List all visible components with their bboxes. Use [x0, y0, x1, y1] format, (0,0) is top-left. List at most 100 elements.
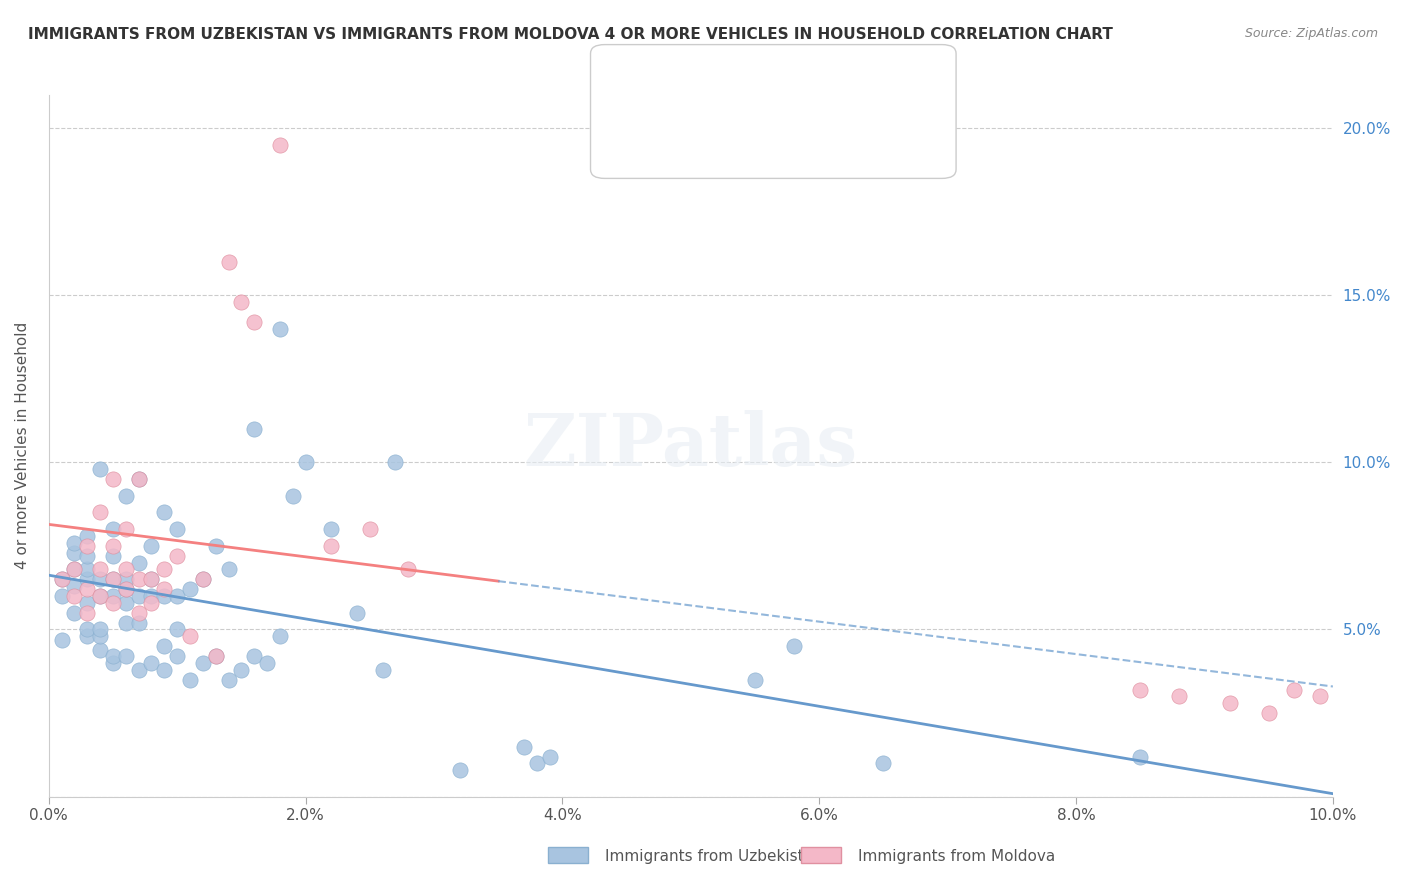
Point [1284, 682, 1306, 697]
Point [128, 472, 150, 486]
Point [89, 462, 111, 476]
Point [89, 589, 111, 603]
Point [153, 562, 176, 576]
Point [101, 572, 124, 586]
Point [76, 606, 98, 620]
Point [243, 649, 266, 664]
Point [179, 629, 201, 643]
Point [89, 506, 111, 520]
Point [114, 522, 136, 536]
Point [141, 572, 163, 586]
Point [153, 506, 176, 520]
Point [128, 606, 150, 620]
Point [218, 254, 240, 268]
Point [153, 589, 176, 603]
Point [449, 763, 471, 777]
Point [89, 562, 111, 576]
Point [513, 739, 536, 754]
Point [101, 549, 124, 563]
Legend: R = -0.148   N = 78, R = -0.124   N = 40: R = -0.148 N = 78, R = -0.124 N = 40 [631, 68, 853, 131]
Y-axis label: 4 or more Vehicles in Household: 4 or more Vehicles in Household [15, 322, 30, 569]
Point [204, 649, 226, 664]
Point [218, 562, 240, 576]
Point [166, 649, 188, 664]
Point [243, 422, 266, 436]
Point [179, 673, 201, 687]
Text: Immigrants from Uzbekistan: Immigrants from Uzbekistan [605, 849, 823, 863]
Point [269, 321, 291, 335]
Point [101, 539, 124, 553]
Point [128, 615, 150, 630]
Point [114, 582, 136, 597]
Point [76, 539, 98, 553]
Point [782, 639, 804, 653]
Point [153, 582, 176, 597]
Point [281, 489, 304, 503]
Point [294, 455, 316, 469]
Point [76, 562, 98, 576]
Point [1219, 696, 1241, 710]
Point [89, 629, 111, 643]
Point [76, 629, 98, 643]
Point [114, 572, 136, 586]
Point [101, 589, 124, 603]
Point [128, 663, 150, 677]
Point [76, 549, 98, 563]
Point [63, 562, 86, 576]
Point [141, 656, 163, 670]
Point [384, 455, 406, 469]
Point [89, 589, 111, 603]
Point [191, 572, 214, 586]
Point [346, 606, 368, 620]
Point [76, 572, 98, 586]
Point [101, 472, 124, 486]
Point [128, 556, 150, 570]
Point [218, 673, 240, 687]
Point [63, 579, 86, 593]
Point [114, 582, 136, 597]
Point [321, 522, 343, 536]
Point [166, 589, 188, 603]
Point [243, 315, 266, 329]
Point [141, 589, 163, 603]
Point [179, 582, 201, 597]
Text: Source: ZipAtlas.com: Source: ZipAtlas.com [1244, 27, 1378, 40]
Point [359, 522, 381, 536]
Point [153, 639, 176, 653]
Point [128, 572, 150, 586]
Point [51, 572, 73, 586]
Point [76, 582, 98, 597]
Point [114, 489, 136, 503]
Point [269, 629, 291, 643]
Point [63, 606, 86, 620]
Point [1167, 690, 1189, 704]
Point [76, 529, 98, 543]
Point [204, 649, 226, 664]
Point [114, 562, 136, 576]
Point [231, 663, 253, 677]
Point [51, 632, 73, 647]
Point [76, 623, 98, 637]
Point [101, 596, 124, 610]
Point [744, 673, 766, 687]
Point [76, 596, 98, 610]
Text: ZIPatlas: ZIPatlas [524, 410, 858, 481]
Point [128, 472, 150, 486]
Point [256, 656, 278, 670]
Point [191, 572, 214, 586]
Point [166, 522, 188, 536]
Point [63, 589, 86, 603]
Point [321, 539, 343, 553]
Point [128, 589, 150, 603]
Point [526, 756, 548, 771]
Point [114, 649, 136, 664]
Point [1129, 682, 1152, 697]
Point [63, 535, 86, 549]
Point [114, 596, 136, 610]
Point [269, 137, 291, 152]
Point [101, 572, 124, 586]
Point [101, 649, 124, 664]
Point [89, 642, 111, 657]
Point [51, 589, 73, 603]
Text: IMMIGRANTS FROM UZBEKISTAN VS IMMIGRANTS FROM MOLDOVA 4 OR MORE VEHICLES IN HOUS: IMMIGRANTS FROM UZBEKISTAN VS IMMIGRANTS… [28, 27, 1114, 42]
